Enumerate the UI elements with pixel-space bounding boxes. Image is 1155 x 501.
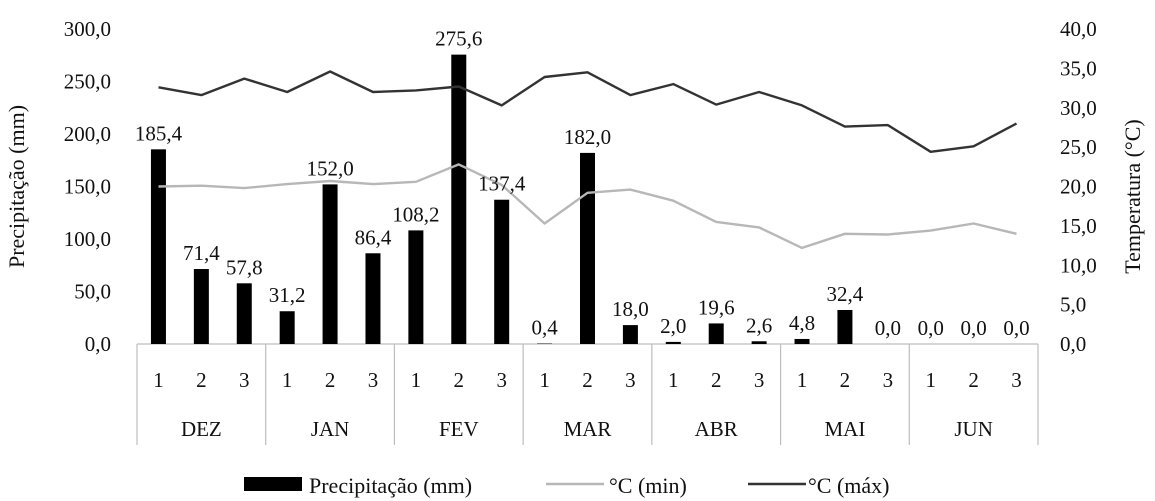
x-tick-label: 3: [239, 368, 250, 392]
precip-bar: [494, 199, 510, 344]
bar-data-label: 137,4: [478, 172, 526, 196]
temp-max-line: [158, 70, 1018, 154]
x-tick-label: 1: [668, 368, 679, 392]
month-label: ABR: [695, 417, 738, 441]
x-tick-label: 1: [411, 368, 422, 392]
precip-bar: [279, 311, 295, 344]
x-tick-label: 2: [711, 368, 722, 392]
y2-tick-label: 30,0: [1060, 96, 1097, 120]
x-tick-label: 2: [325, 368, 336, 392]
y2-tick-label: 15,0: [1060, 214, 1097, 238]
bar-data-label: 18,0: [612, 297, 649, 321]
precip-bar: [708, 323, 724, 344]
x-tick-label: 1: [539, 368, 550, 392]
y-axis-title: Precipitação (mm): [4, 105, 29, 268]
legend: Precipitação (mm) °C (min) °C (máx): [244, 473, 890, 498]
axes-layer: 0,050,0100,0150,0200,0250,0300,00,05,010…: [4, 17, 1145, 445]
month-label: JUN: [954, 417, 993, 441]
y2-tick-label: 25,0: [1060, 135, 1097, 159]
y2-tick-label: 35,0: [1060, 56, 1097, 80]
bar-data-label: 2,6: [746, 313, 772, 337]
bar-data-label: 108,2: [392, 202, 439, 226]
month-label: FEV: [439, 417, 479, 441]
y2-tick-label: 5,0: [1060, 293, 1086, 317]
x-tick-label: 1: [925, 368, 936, 392]
x-tick-label: 2: [196, 368, 207, 392]
precip-bar: [837, 309, 853, 344]
precip-bar: [322, 184, 338, 344]
temp-min-line: [158, 163, 1017, 250]
precip-bar: [751, 341, 767, 344]
month-label: MAI: [825, 417, 866, 441]
x-tick-label: 2: [840, 368, 851, 392]
bar-data-label: 32,4: [827, 282, 864, 306]
x-tick-label: 3: [1011, 368, 1022, 392]
precip-bar: [794, 338, 810, 344]
bars-layer: [150, 54, 853, 345]
month-label: DEZ: [181, 417, 222, 441]
bar-data-label: 19,6: [698, 295, 735, 319]
x-tick-label: 1: [797, 368, 808, 392]
y-tick-label: 300,0: [64, 17, 111, 41]
precip-bar: [150, 149, 166, 344]
bar-data-label: 71,4: [183, 241, 220, 265]
precip-bar: [580, 152, 595, 344]
x-tick-label: 1: [153, 368, 164, 392]
x-tick-label: 2: [454, 368, 465, 392]
legend-label: Precipitação (mm): [309, 473, 472, 498]
bar-data-label: 275,6: [435, 27, 482, 51]
bar-data-label: 0,4: [531, 316, 558, 340]
y2-tick-label: 0,0: [1060, 332, 1086, 356]
bar-data-label: 0,0: [875, 316, 901, 340]
y2-tick-label: 20,0: [1060, 175, 1097, 199]
y-tick-label: 50,0: [74, 280, 111, 304]
legend-label: °C (máx): [808, 473, 890, 498]
y-tick-label: 200,0: [64, 122, 111, 146]
x-tick-label: 2: [968, 368, 979, 392]
x-tick-label: 3: [625, 368, 636, 392]
y-tick-label: 250,0: [64, 70, 111, 94]
bar-data-label: 0,0: [1003, 316, 1029, 340]
precip-bar: [451, 54, 467, 345]
precip-bar: [622, 325, 638, 344]
bar-data-label: 86,4: [355, 225, 392, 249]
x-tick-label: 1: [282, 368, 293, 392]
month-label: JAN: [311, 417, 350, 441]
x-tick-label: 3: [754, 368, 765, 392]
y-tick-label: 100,0: [64, 227, 111, 251]
bar-data-label: 31,2: [269, 283, 306, 307]
legend-swatch-precipitacao: [244, 477, 302, 491]
y2-tick-label: 10,0: [1060, 253, 1097, 277]
y2-axis-title: Temperatura (°C): [1120, 119, 1145, 273]
month-label: MAR: [564, 417, 612, 441]
x-tick-label: 3: [368, 368, 379, 392]
precip-bar: [665, 341, 681, 344]
precip-bar: [193, 269, 209, 344]
precip-bar: [408, 230, 424, 344]
bar-data-label: 0,0: [918, 316, 944, 340]
bar-data-label: 182,0: [564, 125, 611, 149]
bar-data-label: 0,0: [961, 316, 987, 340]
x-tick-label: 2: [582, 368, 593, 392]
y-tick-label: 150,0: [64, 175, 111, 199]
bar-data-label: 57,8: [226, 255, 263, 279]
lines-layer: [158, 70, 1018, 250]
y2-tick-label: 40,0: [1060, 17, 1097, 41]
x-tick-label: 3: [883, 368, 894, 392]
x-tick-label: 3: [496, 368, 507, 392]
precip-bar: [236, 283, 252, 344]
y-tick-label: 0,0: [85, 332, 111, 356]
precip-bar: [365, 253, 381, 344]
legend-label: °C (min): [609, 473, 687, 498]
bar-data-label: 4,8: [789, 311, 815, 335]
bar-data-label: 152,0: [306, 156, 353, 180]
bar-data-label: 185,4: [135, 121, 183, 145]
bar-data-label: 2,0: [660, 314, 686, 338]
